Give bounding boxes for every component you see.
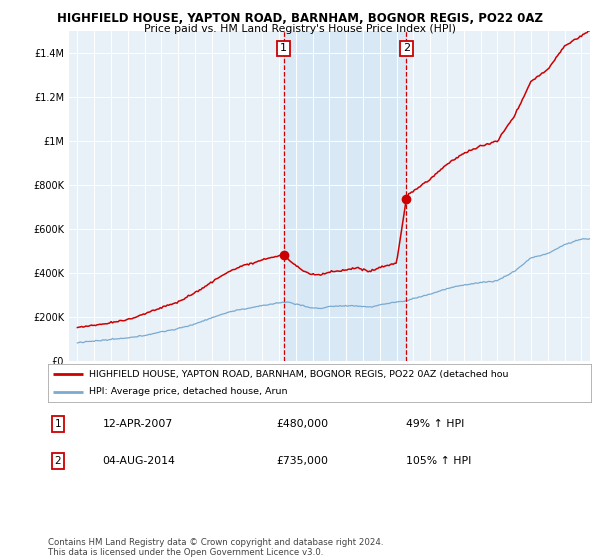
Text: Price paid vs. HM Land Registry's House Price Index (HPI): Price paid vs. HM Land Registry's House … (144, 24, 456, 34)
Text: HIGHFIELD HOUSE, YAPTON ROAD, BARNHAM, BOGNOR REGIS, PO22 0AZ (detached hou: HIGHFIELD HOUSE, YAPTON ROAD, BARNHAM, B… (89, 370, 508, 379)
Text: 1: 1 (280, 44, 287, 53)
Text: 2: 2 (403, 44, 410, 53)
Text: 04-AUG-2014: 04-AUG-2014 (103, 456, 175, 466)
Text: £735,000: £735,000 (276, 456, 328, 466)
Text: 49% ↑ HPI: 49% ↑ HPI (406, 419, 465, 429)
Text: £480,000: £480,000 (276, 419, 328, 429)
Text: Contains HM Land Registry data © Crown copyright and database right 2024.
This d: Contains HM Land Registry data © Crown c… (48, 538, 383, 557)
Text: HIGHFIELD HOUSE, YAPTON ROAD, BARNHAM, BOGNOR REGIS, PO22 0AZ: HIGHFIELD HOUSE, YAPTON ROAD, BARNHAM, B… (57, 12, 543, 25)
Text: 105% ↑ HPI: 105% ↑ HPI (406, 456, 472, 466)
Text: 12-APR-2007: 12-APR-2007 (103, 419, 173, 429)
Text: HPI: Average price, detached house, Arun: HPI: Average price, detached house, Arun (89, 388, 287, 396)
Text: 2: 2 (55, 456, 61, 466)
Text: 1: 1 (55, 419, 61, 429)
Bar (284, 31, 406, 361)
